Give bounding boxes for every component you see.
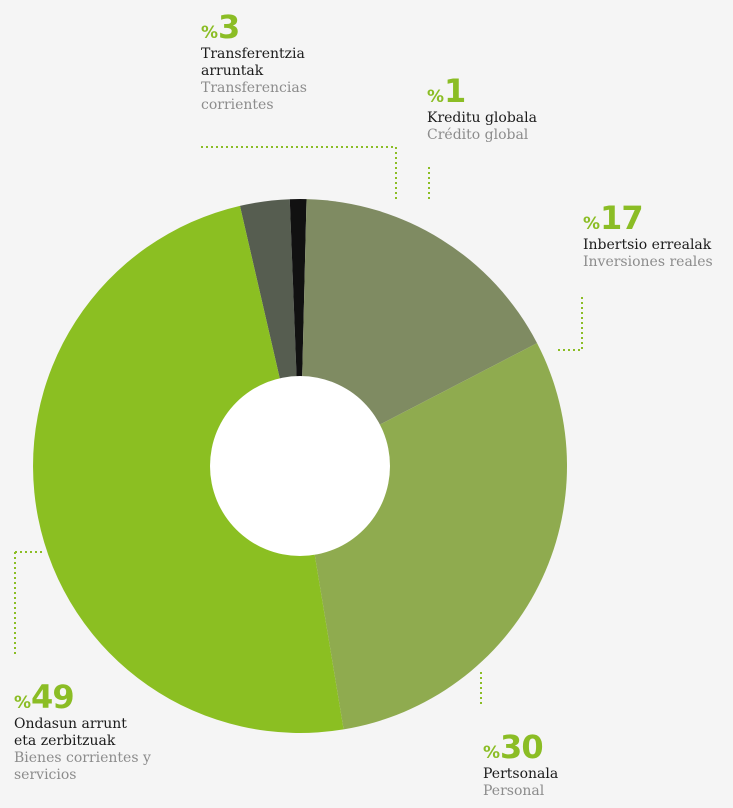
- slice-label-es: Bienes corrientes y servicios: [14, 749, 151, 783]
- callout-inbertsio: %17 Inbertsio errealak Inversiones reale…: [583, 199, 731, 271]
- leader-line: [201, 146, 397, 202]
- percent-label: %17: [583, 199, 644, 237]
- slice-label-eu: Pertsonala: [483, 766, 559, 783]
- percent-label: %1: [427, 72, 466, 110]
- callout-ondasun: %49 Ondasun arrunt eta zerbitzuak Bienes…: [14, 678, 179, 784]
- slice-label-eu: Ondasun arrunt eta zerbitzuak: [14, 716, 127, 750]
- slice-label-es: Inversiones reales: [583, 254, 713, 271]
- slice-label-eu: Kreditu globala: [427, 110, 537, 127]
- callout-kreditu: %1 Kreditu globala Crédito global: [427, 72, 587, 144]
- slice-label-eu: Inbertsio errealak: [583, 237, 712, 254]
- percent-label: %30: [483, 728, 544, 766]
- leader-lines: [14, 146, 583, 706]
- callout-transferentzia: %3 Transferentzia arruntak Transferencia…: [201, 8, 351, 114]
- callout-pertsonala: %30 Pertsonala Personal: [483, 728, 633, 800]
- slice-label-es: Transferencias corrientes: [201, 79, 307, 113]
- percent-label: %49: [14, 678, 75, 716]
- slice-label-eu: Transferentzia arruntak: [201, 46, 305, 80]
- percent-label: %3: [201, 8, 240, 46]
- donut-slice: [289, 199, 307, 466]
- slice-label-es: Crédito global: [427, 127, 529, 144]
- donut-hole: [210, 376, 390, 556]
- slice-label-es: Personal: [483, 783, 545, 800]
- donut-slice: [33, 205, 344, 733]
- leader-line: [558, 297, 583, 351]
